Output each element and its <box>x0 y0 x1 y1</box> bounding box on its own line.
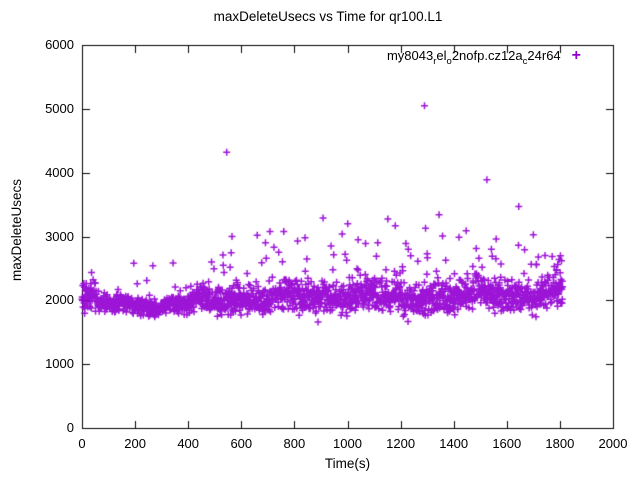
legend-label-segment: my8043 <box>386 48 434 63</box>
x-tick-label: 0 <box>78 436 86 451</box>
x-tick-label: 1000 <box>333 436 362 451</box>
plus-marker-icon: + <box>571 47 581 64</box>
x-tick-label: 1400 <box>439 436 469 451</box>
legend-label-subscript: o <box>446 55 452 67</box>
legend-series-label: my8043relo2nofp.cz12ac24r64 <box>386 48 561 67</box>
legend-label-segment: 2nofp.cz12a <box>451 48 523 63</box>
x-tick-label: 2000 <box>598 436 628 451</box>
x-tick-label: 1800 <box>545 436 575 451</box>
y-tick-label: 3000 <box>45 228 74 244</box>
x-tick-label: 1200 <box>386 436 416 451</box>
legend-label-subscript: r <box>433 55 437 67</box>
x-tick-label: 600 <box>230 436 253 451</box>
legend: my8043relo2nofp.cz12ac24r64 + <box>386 47 581 67</box>
y-tick-label: 6000 <box>45 37 74 52</box>
legend-label-subscript: c <box>522 55 528 67</box>
y-tick-label: 4000 <box>45 164 74 180</box>
y-tick-label: 5000 <box>45 100 74 116</box>
y-tick-label: 1000 <box>45 356 74 372</box>
x-tick-label: 200 <box>124 436 146 451</box>
x-tick-label: 1600 <box>492 436 522 451</box>
y-tick-label: 2000 <box>45 292 74 308</box>
x-tick-label: 400 <box>177 436 200 451</box>
x-axis-label: Time(s) <box>324 456 371 471</box>
chart-title: maxDeleteUsecs vs Time for qr100.L1 <box>213 9 443 24</box>
y-tick-label: 0 <box>66 420 74 435</box>
legend-label-segment: 24r64 <box>527 48 561 63</box>
legend-label-segment: el <box>436 48 447 63</box>
x-tick-label: 800 <box>283 436 306 451</box>
